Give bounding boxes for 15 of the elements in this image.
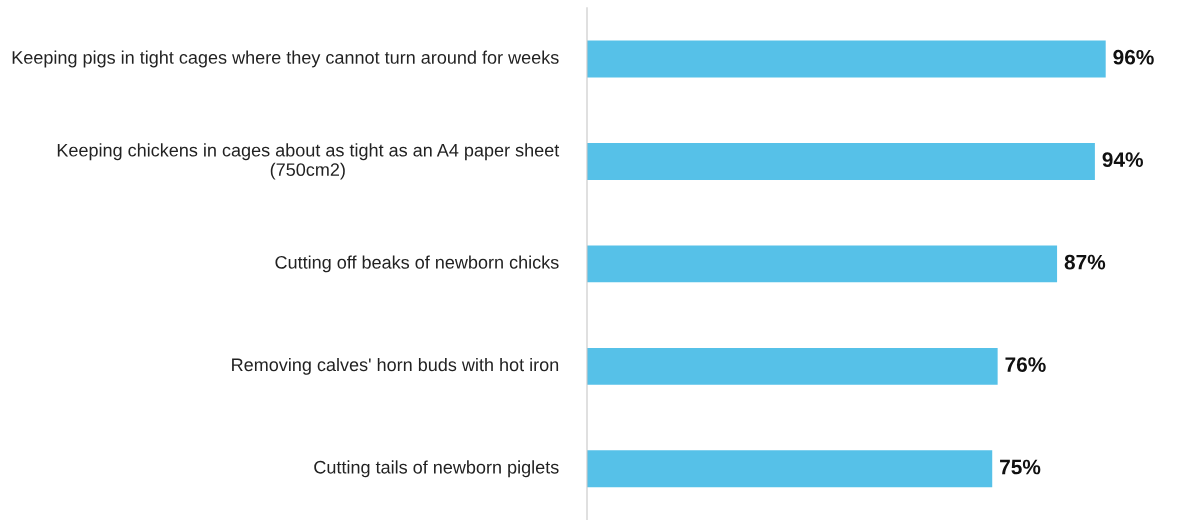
data-label: 94% xyxy=(1102,152,1143,168)
y-tick-label: Cutting off beaks of newborn chicks xyxy=(275,255,559,273)
y-tick-label: Cutting tails of newborn piglets xyxy=(314,460,559,478)
bar xyxy=(587,143,1095,180)
y-tick-label: Keeping chickens in cages about as tight as an A4 paper sheet (750cm2) xyxy=(57,143,560,180)
bar xyxy=(587,245,1058,283)
data-label: 96% xyxy=(1113,49,1154,65)
bar xyxy=(587,450,993,488)
data-label: 75% xyxy=(1000,459,1041,475)
bar xyxy=(587,347,998,385)
bar xyxy=(587,40,1106,78)
y-tick-label: Removing calves' horn buds with hot iron xyxy=(232,357,559,375)
y-tick-label: Keeping pigs in tight cages where they cannot turn around for weeks xyxy=(12,50,559,68)
data-label: 76% xyxy=(1005,357,1046,372)
data-label: 87% xyxy=(1064,254,1106,270)
